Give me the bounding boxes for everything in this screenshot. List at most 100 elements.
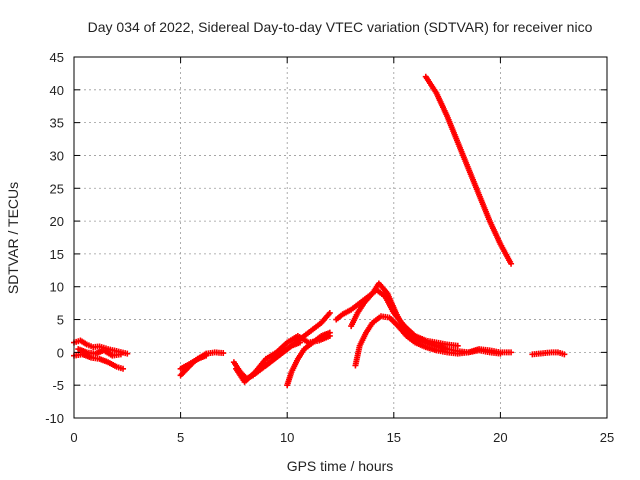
data-point-trail [85,342,95,350]
data-point-trail [253,357,268,374]
data-point [454,342,461,349]
y-tick-label: -10 [45,411,64,426]
data-point-trail [295,347,307,361]
data-point-trail [387,315,400,328]
y-tick-label: 25 [50,181,64,196]
x-axis-label: GPS time / hours [287,458,394,474]
data-point-trail [455,141,471,170]
series-arc-12 [352,313,504,369]
data-point-trail [311,321,323,332]
data-point-trail [393,311,407,331]
x-tick-label: 25 [600,430,614,445]
plot-frame [73,56,608,419]
axis-ticks: 0 5 10 15 20 25 -10 -5 0 5 10 15 20 25 30 35 40 45 [45,50,614,445]
data-point-trail [537,350,547,357]
data-point-trail [396,324,409,338]
y-tick-label: 30 [50,148,64,163]
data-point-trail [349,301,361,312]
data-point-trail [319,311,332,325]
data-point-trail [92,343,101,350]
data-point-trail [341,307,353,317]
data-point-trail [544,349,553,356]
data-point-trail [78,338,89,347]
data-point-trail [205,349,216,357]
data-point-trail [111,351,122,359]
series-arc-14 [529,349,568,358]
data-point-trail [402,327,417,341]
data-point-trail [355,301,366,315]
data-point-trail [380,313,391,321]
data-point-trail [302,340,315,351]
data-point-trail [264,357,276,368]
data-point-trail [106,360,118,369]
data-point [117,351,124,358]
series-arc-3 [75,346,124,359]
data-point-trail [73,338,82,345]
data-point-trail [357,331,369,347]
data-point-trail [385,292,399,315]
data-point-trail [371,314,383,325]
data-point-trail [85,349,97,357]
y-tick-label: 15 [50,247,64,262]
data-point-trail [213,349,225,356]
data-point-trail [377,281,390,295]
x-tick-label: 0 [70,430,77,445]
data-point-trail [487,219,503,246]
data-point-trail [275,340,289,354]
y-tick-label: 20 [50,214,64,229]
data-point [508,349,515,356]
data-point-trail [178,367,189,378]
y-tick-label: 5 [57,313,64,328]
y-tick-label: 45 [50,50,64,65]
series-arc-4 [177,349,227,379]
data-point-trail [352,344,363,367]
data-point-trail [264,350,278,361]
data-point-trail [302,327,315,338]
grid [74,57,607,418]
data-point-trail [531,350,540,358]
series-arc-9 [262,339,303,369]
series-arc-5 [177,352,210,372]
data-point [561,351,568,358]
data-point-trail [115,364,124,372]
data-point-trail [284,370,294,387]
data-point-trail [311,334,323,345]
chart-title: Day 034 of 2022, Sidereal Day-to-day VTE… [88,19,593,35]
data-point-trail [557,350,566,357]
data-points [71,73,568,389]
data-point-trail [296,334,310,345]
data-point-trail [423,75,439,95]
data-point-trail [90,354,101,362]
data-point [120,365,127,372]
y-tick-label: -5 [52,378,64,393]
x-tick-label: 5 [177,430,184,445]
data-point-trail [187,356,199,367]
data-point-trail [107,346,118,354]
data-point-trail [334,312,345,322]
data-point-trail [73,351,84,359]
y-tick-label: 40 [50,83,64,98]
y-axis-label: SDTVAR / TECUs [5,182,21,294]
data-point-trail [498,242,514,265]
x-tick-label: 15 [387,430,401,445]
data-point-trail [466,167,482,196]
data-point [326,309,333,316]
series-arc-11 [348,280,515,356]
data-point-trail [349,311,360,328]
data-point-trail [550,349,559,356]
data-point [296,339,303,346]
data-point-trail [375,288,387,299]
data-point [220,350,227,357]
data-point [326,329,333,336]
data-point-trail [243,370,257,384]
y-tick-label: 35 [50,116,64,131]
data-point-trail [405,334,417,345]
x-tick-label: 10 [280,430,294,445]
data-point-trail [476,193,492,223]
data-point-trail [179,362,191,371]
data-point-trail [285,334,300,345]
series-arc-13 [422,73,515,267]
data-point-trail [434,91,450,118]
data-point [203,352,210,359]
